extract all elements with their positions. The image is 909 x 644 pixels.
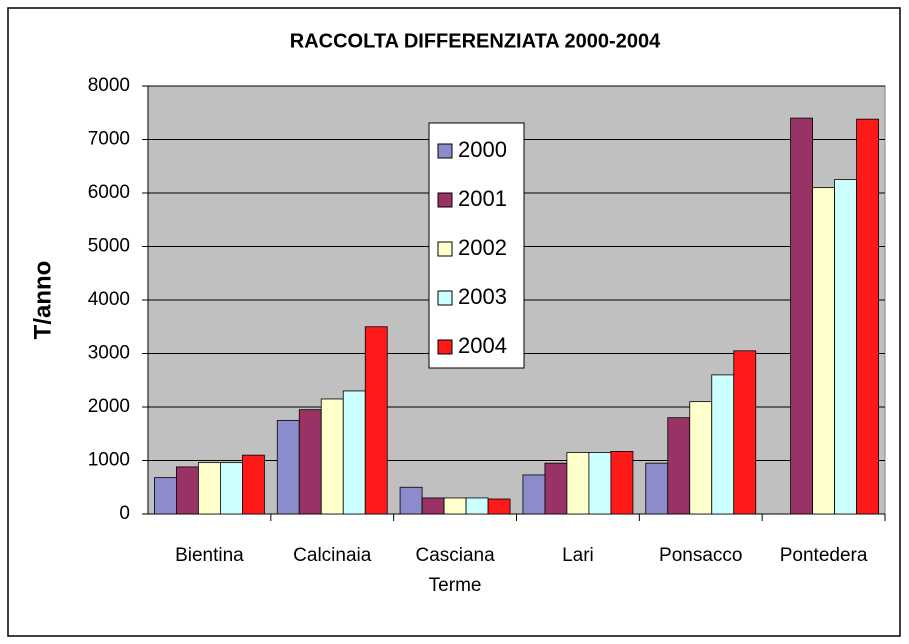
- y-tick-label: 5000: [88, 236, 130, 257]
- x-tick-label: Bientina: [175, 545, 244, 566]
- bar: [198, 462, 221, 515]
- bar: [856, 118, 879, 515]
- bar: [220, 462, 243, 515]
- bar: [812, 187, 835, 515]
- y-tick-label: 8000: [88, 75, 130, 96]
- chart-title: RACCOLTA DIFFERENZIATA 2000-2004: [290, 30, 661, 52]
- bar: [645, 462, 669, 515]
- legend-swatch: [437, 241, 453, 257]
- y-tick-label: 1000: [88, 450, 130, 471]
- bar: [487, 498, 511, 515]
- bar: [320, 398, 344, 515]
- bar: [298, 409, 322, 515]
- bar: [667, 417, 691, 515]
- x-tick-label: Lari: [562, 545, 594, 566]
- y-tick-label: 0: [119, 503, 130, 524]
- y-tick-label: 4000: [88, 289, 130, 310]
- bar: [566, 452, 590, 515]
- legend-swatch: [437, 192, 453, 208]
- bar: [443, 497, 467, 515]
- bar: [689, 401, 713, 515]
- legend-label: 2001: [458, 186, 507, 211]
- bar: [276, 419, 300, 515]
- bar: [465, 497, 489, 515]
- bar: [544, 462, 568, 515]
- bar: [834, 179, 857, 515]
- x-tick-label: Pontedera: [779, 545, 868, 566]
- x-tick-label: Calcinaia: [293, 545, 372, 566]
- bar: [421, 497, 445, 515]
- bar: [588, 452, 612, 515]
- x-tick-label: Casciana Terme: [415, 545, 495, 596]
- legend-swatch: [437, 339, 453, 355]
- bar: [610, 451, 634, 515]
- legend-swatch: [437, 290, 453, 306]
- bar: [342, 390, 366, 515]
- y-tick-label: 6000: [88, 182, 130, 203]
- y-axis-label: T/anno: [29, 261, 56, 340]
- bar: [154, 477, 177, 515]
- legend-label: 2000: [458, 137, 507, 162]
- legend-label: 2003: [458, 284, 507, 309]
- bar: [399, 486, 423, 515]
- bar: [733, 350, 757, 515]
- y-tick-label: 7000: [88, 129, 130, 150]
- legend-label: 2004: [458, 333, 507, 358]
- bar: [176, 466, 199, 515]
- y-tick-label: 2000: [88, 396, 130, 417]
- legend-label: 2002: [458, 235, 507, 260]
- bar: [242, 454, 265, 515]
- x-tick-label: Ponsacco: [659, 545, 743, 566]
- bar: [364, 326, 388, 515]
- bar: [522, 474, 546, 515]
- y-tick-label: 3000: [88, 343, 130, 364]
- bar: [790, 117, 813, 515]
- bar: [711, 374, 735, 515]
- legend-swatch: [437, 143, 453, 159]
